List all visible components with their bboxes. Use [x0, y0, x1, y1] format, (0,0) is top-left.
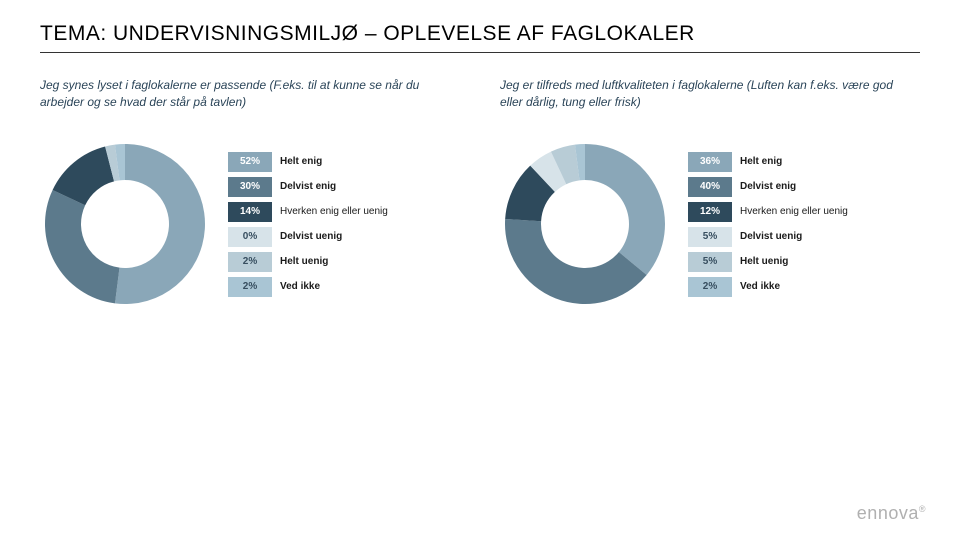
legend-label: Delvist enig [740, 181, 796, 192]
chart-right-subtitle: Jeg er tilfreds med luftkvaliteten i fag… [500, 77, 900, 111]
legend-value-box: 0% [228, 227, 272, 247]
legend-label: Helt uenig [740, 256, 788, 267]
donut-slice [45, 190, 119, 303]
chart-right: Jeg er tilfreds med luftkvaliteten i fag… [500, 77, 900, 309]
legend-value-box: 14% [228, 202, 272, 222]
legend-left: 52% Helt enig 30% Delvist enig 14% Hverken en… [228, 152, 388, 297]
legend-value-box: 5% [688, 252, 732, 272]
legend-row: 5% Helt uenig [688, 252, 848, 272]
legend-value-box: 5% [688, 227, 732, 247]
legend-label: Hverken enig eller uenig [740, 206, 848, 217]
legend-row: 14% Hverken enig eller uenig [228, 202, 388, 222]
legend-label: Ved ikke [740, 281, 780, 292]
legend-row: 2% Helt uenig [228, 252, 388, 272]
chart-left-subtitle: Jeg synes lyset i faglokalerne er passen… [40, 77, 440, 111]
legend-value-box: 30% [228, 177, 272, 197]
charts-row: Jeg synes lyset i faglokalerne er passen… [40, 77, 920, 309]
donut-left [40, 139, 210, 309]
legend-row: 52% Helt enig [228, 152, 388, 172]
legend-value-box: 40% [688, 177, 732, 197]
legend-label: Hverken enig eller uenig [280, 206, 388, 217]
legend-value-box: 2% [688, 277, 732, 297]
legend-row: 5% Delvist uenig [688, 227, 848, 247]
legend-label: Delvist enig [280, 181, 336, 192]
donut-right [500, 139, 670, 309]
legend-value-box: 2% [228, 252, 272, 272]
legend-row: 0% Delvist uenig [228, 227, 388, 247]
chart-left: Jeg synes lyset i faglokalerne er passen… [40, 77, 440, 309]
legend-label: Helt enig [280, 156, 322, 167]
donut-slice [585, 144, 665, 275]
legend-value-box: 36% [688, 152, 732, 172]
chart-left-body: 52% Helt enig 30% Delvist enig 14% Hverken en… [40, 139, 440, 309]
legend-row: 36% Helt enig [688, 152, 848, 172]
legend-value-box: 12% [688, 202, 732, 222]
legend-row: 2% Ved ikke [688, 277, 848, 297]
legend-right: 36% Helt enig 40% Delvist enig 12% Hverken en… [688, 152, 848, 297]
chart-right-body: 36% Helt enig 40% Delvist enig 12% Hverken en… [500, 139, 900, 309]
donut-slice [115, 144, 205, 304]
legend-label: Delvist uenig [280, 231, 342, 242]
title-rule [40, 52, 920, 53]
legend-value-box: 2% [228, 277, 272, 297]
legend-row: 2% Ved ikke [228, 277, 388, 297]
page-title: TEMA: UNDERVISNINGSMILJØ – OPLEVELSE AF … [40, 22, 920, 46]
legend-row: 40% Delvist enig [688, 177, 848, 197]
footer-logo: ennova® [857, 503, 926, 524]
legend-label: Helt enig [740, 156, 782, 167]
legend-label: Delvist uenig [740, 231, 802, 242]
legend-value-box: 52% [228, 152, 272, 172]
donut-slice [505, 219, 647, 304]
legend-label: Ved ikke [280, 281, 320, 292]
legend-label: Helt uenig [280, 256, 328, 267]
legend-row: 12% Hverken enig eller uenig [688, 202, 848, 222]
legend-row: 30% Delvist enig [228, 177, 388, 197]
